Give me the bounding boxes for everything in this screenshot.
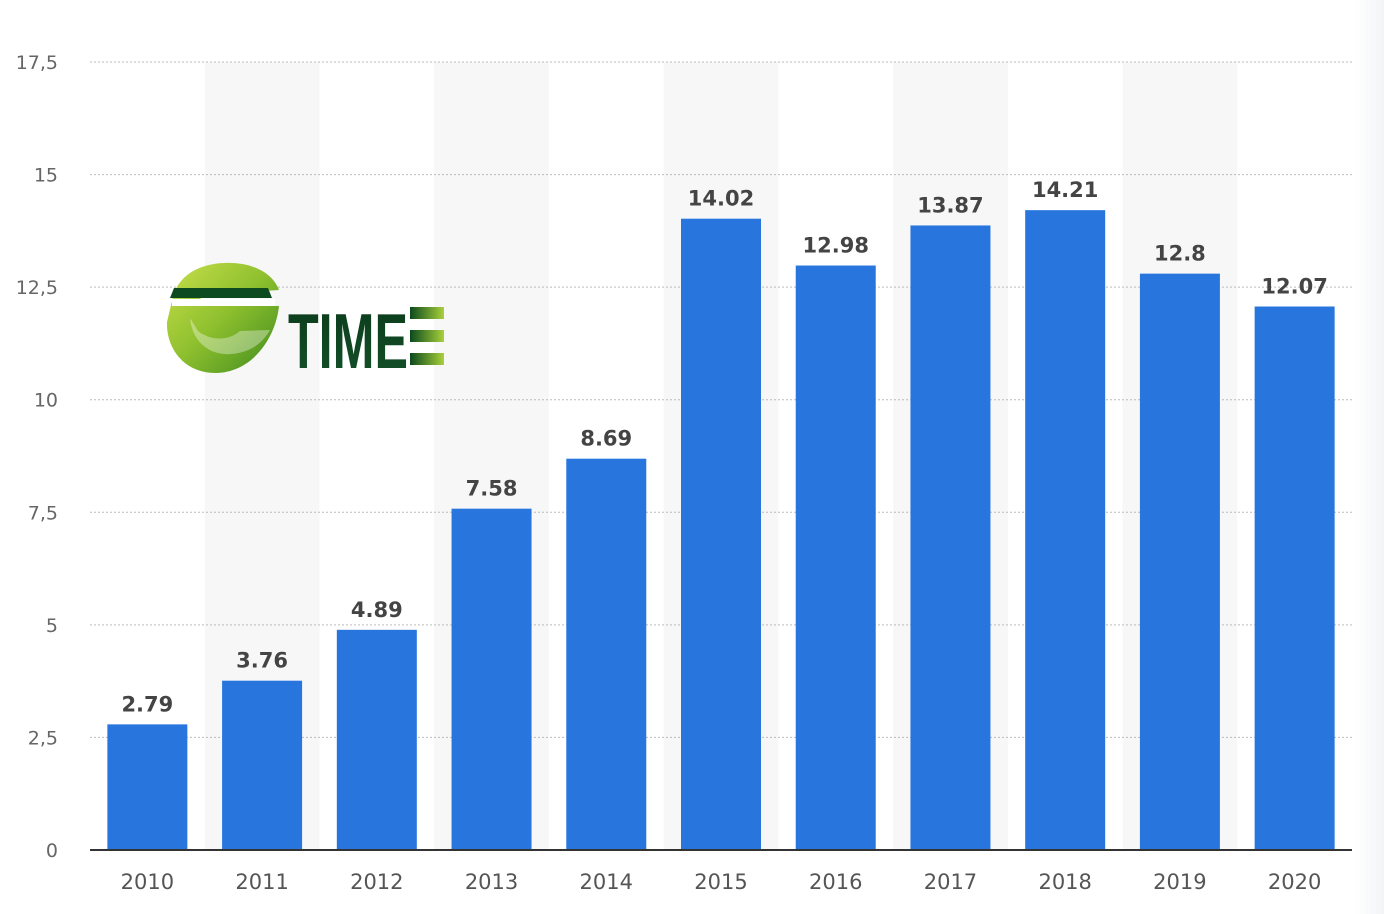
bar [910,225,991,850]
bar [107,724,188,850]
x-tick-label: 2012 [350,870,403,894]
bars [107,210,1335,851]
right-edge-shade [1354,0,1384,914]
data-label: 12.8 [1154,242,1206,266]
x-tick-label: 2019 [1153,870,1206,894]
bar [1025,210,1106,851]
x-tick-label: 2017 [924,870,977,894]
bar [1139,273,1220,850]
data-label: 2.79 [121,692,173,716]
y-axis-ticks: 0 2,5 5 7,5 10 12,5 15 17,5 [16,52,58,862]
etime-logo: TIME [166,262,444,385]
x-axis-ticks: 2010 2011 2012 2013 2014 2015 2016 2017 2018 2019… [121,870,1322,894]
bar [336,629,417,850]
x-tick-label: 2013 [465,870,518,894]
y-tick-label: 17,5 [16,52,58,74]
bar [795,265,876,850]
y-tick-label: 12,5 [16,277,58,299]
bar [681,218,761,850]
data-label: 8.69 [580,427,632,451]
x-tick-label: 2015 [694,870,747,894]
x-tick-label: 2010 [121,870,174,894]
bar [451,508,532,850]
bar [1254,306,1335,851]
y-tick-label: 15 [34,165,58,187]
data-label: 7.58 [466,477,518,501]
data-label: 12.98 [803,234,869,258]
y-tick-label: 10 [34,390,58,412]
y-tick-label: 0 [46,840,58,862]
x-tick-label: 2011 [235,870,288,894]
data-label: 14.21 [1032,178,1098,202]
data-label: 14.02 [688,187,754,211]
logo-text: TIME [288,297,408,385]
x-tick-label: 2016 [809,870,862,894]
y-tick-label: 5 [46,615,58,637]
data-label: 12.07 [1261,275,1327,299]
bar [222,680,303,850]
data-label: 13.87 [917,193,983,217]
data-labels: 2.79 3.76 4.89 7.58 8.69 14.02 12.98 13.87 14.21… [121,178,1327,716]
x-tick-label: 2014 [580,870,633,894]
x-tick-label: 2018 [1038,870,1091,894]
x-tick-label: 2020 [1268,870,1321,894]
data-label: 3.76 [236,649,288,673]
data-label: 4.89 [351,598,403,622]
logo-e-bars [410,307,444,365]
y-tick-label: 7,5 [28,502,58,524]
bar [566,458,647,850]
y-tick-label: 2,5 [28,727,58,749]
